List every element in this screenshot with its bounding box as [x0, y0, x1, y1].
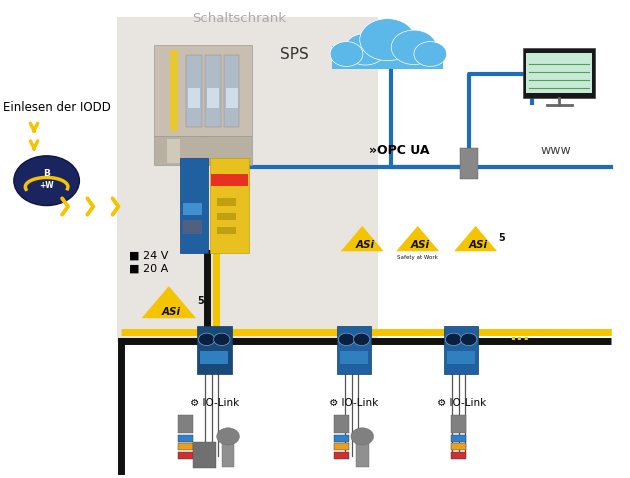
Bar	[186, 55, 202, 127]
Circle shape	[14, 156, 79, 206]
Text: ASi: ASi	[411, 240, 430, 250]
Bar	[205, 55, 220, 127]
Bar	[451, 415, 466, 433]
Bar	[444, 326, 479, 374]
Bar	[217, 213, 236, 220]
Circle shape	[345, 33, 386, 65]
Text: B: B	[43, 169, 50, 177]
Text: ⚙ IO-Link: ⚙ IO-Link	[329, 398, 379, 408]
Bar	[334, 415, 349, 433]
Bar	[222, 436, 234, 467]
Bar	[451, 452, 466, 459]
Text: Einlesen der IODD: Einlesen der IODD	[3, 101, 111, 114]
Polygon shape	[341, 227, 383, 251]
Circle shape	[461, 333, 477, 346]
Bar	[197, 326, 232, 374]
Bar	[178, 415, 193, 433]
Bar	[210, 158, 249, 253]
Bar	[334, 452, 349, 459]
Bar	[178, 452, 193, 459]
Bar	[523, 48, 595, 98]
Text: ASi: ASi	[469, 240, 488, 250]
Circle shape	[414, 42, 447, 66]
Bar	[332, 46, 443, 69]
Text: Schaltschrank: Schaltschrank	[192, 12, 287, 25]
Text: 5: 5	[499, 232, 505, 242]
Bar	[224, 55, 239, 127]
Bar	[117, 17, 378, 342]
Text: ...: ...	[510, 326, 530, 344]
Circle shape	[198, 333, 215, 346]
Bar	[451, 435, 466, 442]
Circle shape	[353, 333, 370, 346]
Bar	[356, 436, 369, 467]
Bar	[460, 148, 478, 179]
Circle shape	[217, 428, 239, 445]
Bar	[337, 326, 372, 374]
Bar	[183, 203, 202, 215]
Text: ASi: ASi	[162, 307, 181, 317]
Bar	[193, 442, 216, 468]
Bar	[154, 136, 252, 165]
Bar	[334, 443, 349, 450]
Bar	[526, 53, 592, 93]
Bar	[226, 88, 238, 108]
Bar	[200, 351, 228, 364]
Circle shape	[330, 42, 363, 66]
Text: 5: 5	[198, 296, 204, 306]
Text: SPS: SPS	[280, 47, 309, 63]
Circle shape	[391, 30, 437, 65]
Text: ■ 24 V: ■ 24 V	[129, 251, 169, 261]
Polygon shape	[455, 227, 496, 251]
Bar	[340, 351, 369, 364]
Text: +W: +W	[39, 181, 54, 190]
Text: www: www	[541, 144, 571, 157]
Text: ASi: ASi	[355, 240, 374, 250]
Bar	[180, 158, 208, 253]
Circle shape	[351, 428, 374, 445]
Circle shape	[445, 333, 462, 346]
Circle shape	[338, 333, 355, 346]
Bar	[207, 88, 219, 108]
Bar	[170, 50, 178, 131]
Bar	[447, 351, 476, 364]
Text: »OPC UA: »OPC UA	[369, 144, 429, 157]
Polygon shape	[397, 227, 438, 251]
Bar	[167, 139, 180, 163]
Text: ■ 20 A: ■ 20 A	[129, 264, 168, 273]
Text: ⚙ IO-Link: ⚙ IO-Link	[190, 398, 239, 408]
Circle shape	[214, 333, 230, 346]
Bar	[178, 435, 193, 442]
Bar	[183, 220, 202, 234]
Circle shape	[360, 19, 415, 61]
Bar	[451, 443, 466, 450]
Bar	[178, 443, 193, 450]
Bar	[217, 198, 236, 206]
Bar	[188, 88, 200, 108]
Bar	[211, 174, 248, 186]
Bar	[334, 435, 349, 442]
Text: ⚙ IO-Link: ⚙ IO-Link	[437, 398, 486, 408]
Bar	[217, 227, 236, 234]
Polygon shape	[142, 287, 195, 318]
Bar	[154, 45, 252, 136]
Text: Safety at Work: Safety at Work	[398, 255, 438, 260]
